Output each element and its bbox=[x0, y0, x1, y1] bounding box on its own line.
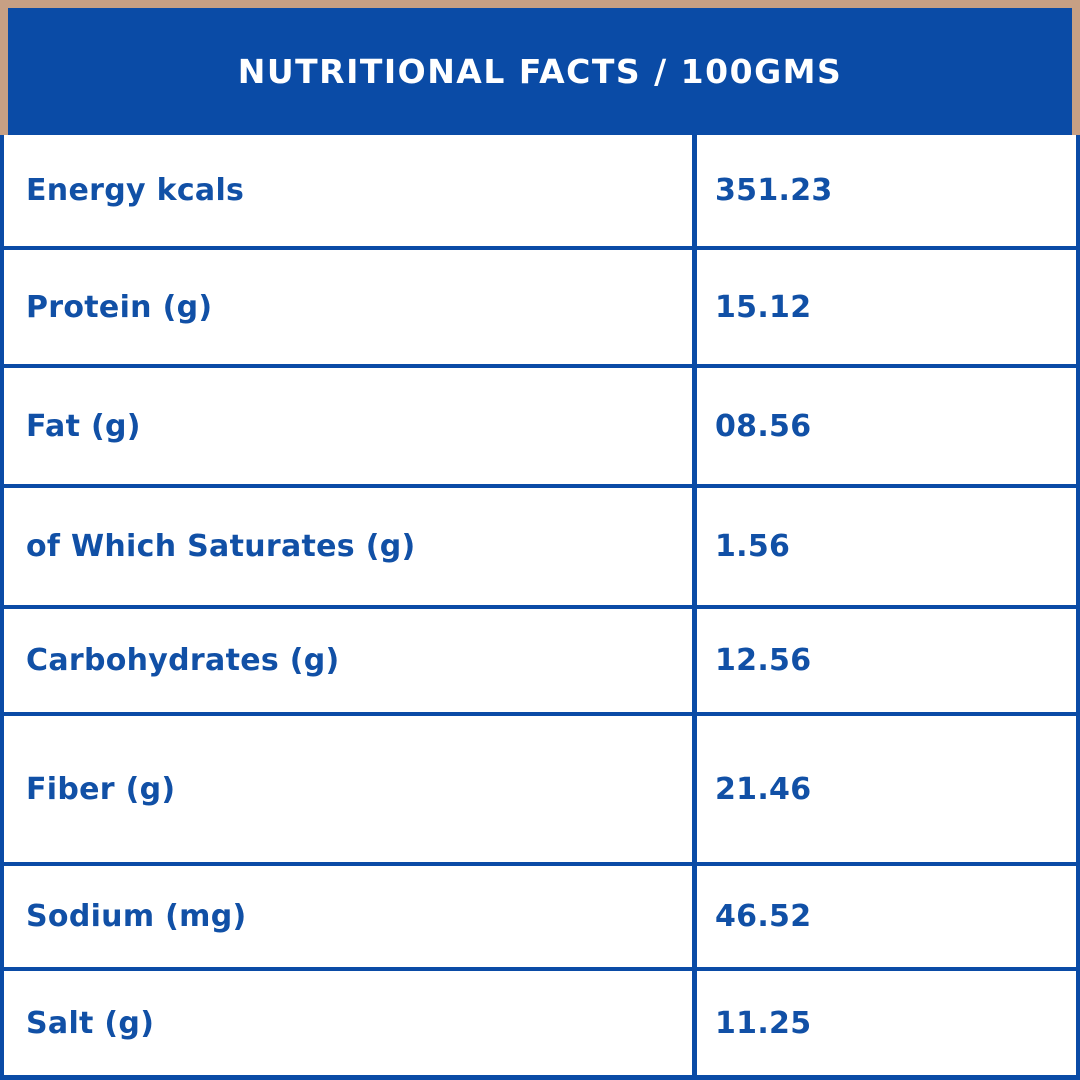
row-value: 21.46 bbox=[692, 712, 1076, 862]
row-value: 11.25 bbox=[692, 967, 1076, 1075]
row-value: 351.23 bbox=[692, 135, 1076, 246]
row-value: 1.56 bbox=[692, 484, 1076, 605]
row-label: of Which Saturates (g) bbox=[4, 484, 692, 605]
row-label: Carbohydrates (g) bbox=[4, 605, 692, 712]
row-label: Salt (g) bbox=[4, 967, 692, 1075]
row-label: Fat (g) bbox=[4, 364, 692, 484]
page-title: NUTRITIONAL FACTS / 100GMS bbox=[237, 52, 843, 91]
row-value: 15.12 bbox=[692, 246, 1076, 364]
row-value: 46.52 bbox=[692, 862, 1076, 967]
row-label: Protein (g) bbox=[4, 246, 692, 364]
row-value: 12.56 bbox=[692, 605, 1076, 712]
row-label: Energy kcals bbox=[26, 173, 245, 208]
row-label: Fiber (g) bbox=[4, 712, 692, 862]
header-banner: NUTRITIONAL FACTS / 100GMS bbox=[0, 0, 1080, 135]
row-value: 08.56 bbox=[692, 364, 1076, 484]
row-label: Sodium (mg) bbox=[4, 862, 692, 967]
nutrition-table: Energy kcals 351.23 Protein (g) 15.12 Fa… bbox=[0, 135, 1080, 1080]
